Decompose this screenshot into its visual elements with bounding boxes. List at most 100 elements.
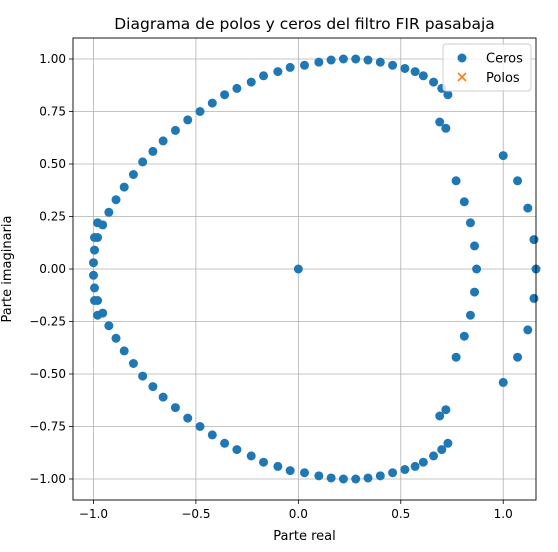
zero-point-ceros [459, 197, 469, 207]
zero-point-ceros [111, 333, 121, 343]
zero-point-ceros [158, 392, 168, 402]
zero-point-ceros [220, 438, 230, 448]
zero-point-ceros [375, 471, 385, 481]
zero-point-ceros [285, 62, 295, 72]
zero-point-ceros [363, 55, 373, 65]
zero-point-ceros [259, 71, 269, 81]
zero-point-ceros [128, 170, 138, 179]
x-tick-label: 1.0 [494, 507, 513, 521]
zero-point-ceros [90, 233, 100, 242]
zero-point-ceros [90, 296, 100, 305]
zero-point-ceros [232, 83, 242, 93]
zero-point-ceros [410, 461, 420, 471]
zero-point-ceros [375, 57, 385, 67]
zero-point-ceros [93, 310, 103, 320]
zero-point-ceros [470, 241, 480, 251]
zero-point-ceros [259, 457, 269, 467]
zero-point-ceros [400, 465, 410, 475]
zero-point-ceros [529, 235, 539, 245]
zero-point-ceros [195, 422, 205, 431]
zero-point-ceros [104, 321, 114, 331]
zero-point-ceros [273, 67, 283, 77]
zero-point-ceros [441, 123, 451, 133]
zero-point-ceros [90, 245, 100, 255]
zero-point-ceros [246, 77, 256, 87]
zero-point-ceros [410, 67, 420, 77]
zero-point-ceros [128, 359, 138, 368]
zero-point-ceros [429, 77, 439, 87]
zero-point-ceros [388, 468, 398, 478]
zero-point-ceros [351, 54, 361, 64]
zero-point-ceros [170, 403, 180, 413]
zero-point-ceros [314, 57, 324, 67]
zero-point-ceros [285, 466, 295, 476]
zero-point-ceros [451, 352, 461, 362]
y-tick-label: −0.25 [29, 315, 66, 329]
zero-point-ceros [472, 264, 482, 274]
zero-point-ceros [158, 136, 168, 146]
y-tick-label: 1.00 [39, 52, 66, 66]
zero-point-ceros [459, 331, 469, 341]
zero-point-ceros [138, 371, 148, 381]
legend: Ceros Polos [442, 43, 532, 92]
legend-marker-ceros [457, 53, 467, 63]
x-axis-label: Parte real [273, 529, 335, 544]
zero-point-ceros [418, 457, 428, 467]
zero-point-ceros [138, 157, 148, 167]
zero-point-ceros [513, 352, 523, 362]
zero-point-ceros [338, 54, 348, 64]
zero-point-ceros [523, 203, 533, 213]
axis-ticks: −1.0 −0.5 0.0 0.5 1.0 −1.00 −0.75 −0.50 −0.25 0.0… [29, 52, 513, 521]
zero-point-ceros [470, 287, 480, 297]
zero-point-ceros [451, 176, 461, 186]
data-points [88, 54, 541, 484]
zero-point-ceros [119, 346, 129, 356]
zero-point-ceros [195, 107, 205, 116]
zero-point-ceros [465, 218, 475, 228]
zero-point-ceros [104, 207, 114, 217]
zero-point-ceros [183, 413, 193, 423]
legend-label-ceros: Ceros [486, 52, 523, 67]
y-tick-label: 0.50 [39, 157, 66, 171]
zero-point-ceros [148, 382, 158, 392]
y-tick-label: −0.75 [29, 420, 66, 434]
zero-point-ceros [148, 146, 158, 156]
zero-point-ceros [207, 430, 217, 440]
zero-point-ceros [338, 474, 348, 484]
zero-point-ceros [314, 471, 324, 481]
zero-point-ceros [220, 90, 230, 100]
zero-point-ceros [435, 411, 445, 421]
zero-point-ceros [363, 473, 373, 483]
zero-point-ceros [498, 377, 508, 387]
x-tick-label: 0.0 [289, 507, 308, 521]
y-tick-label: −1.00 [29, 472, 66, 486]
zero-point-ceros [351, 474, 361, 484]
zero-point-ceros [498, 151, 508, 161]
x-tick-label: 0.5 [391, 507, 410, 521]
y-tick-label: 0.25 [39, 210, 66, 224]
zero-point-ceros [170, 125, 180, 135]
zero-point-ceros [523, 325, 533, 335]
x-tick-label: −1.0 [79, 507, 108, 521]
y-tick-label: −0.50 [29, 367, 66, 381]
y-tick-label: 0.75 [39, 105, 66, 119]
zero-point-ceros [435, 117, 445, 127]
zero-point-ceros [326, 473, 336, 483]
zero-point-ceros [88, 258, 98, 268]
zero-point-ceros [400, 63, 410, 73]
zero-point-ceros [529, 293, 539, 303]
zero-point-ceros [326, 55, 336, 65]
zero-point-ceros [90, 283, 100, 293]
zero-point-ceros [300, 468, 309, 478]
zero-point-ceros [443, 90, 453, 100]
zero-point-ceros [465, 310, 475, 320]
zero-point-ceros [246, 451, 256, 461]
zero-point-ceros [207, 98, 217, 108]
zero-point-ceros [232, 445, 242, 455]
y-tick-label: 0.00 [39, 262, 66, 276]
zero-point-ceros [93, 218, 103, 228]
zero-point-ceros [429, 451, 439, 461]
zero-point-ceros [418, 71, 428, 81]
legend-marker-polos [457, 72, 467, 82]
zero-point-ceros [119, 182, 129, 192]
